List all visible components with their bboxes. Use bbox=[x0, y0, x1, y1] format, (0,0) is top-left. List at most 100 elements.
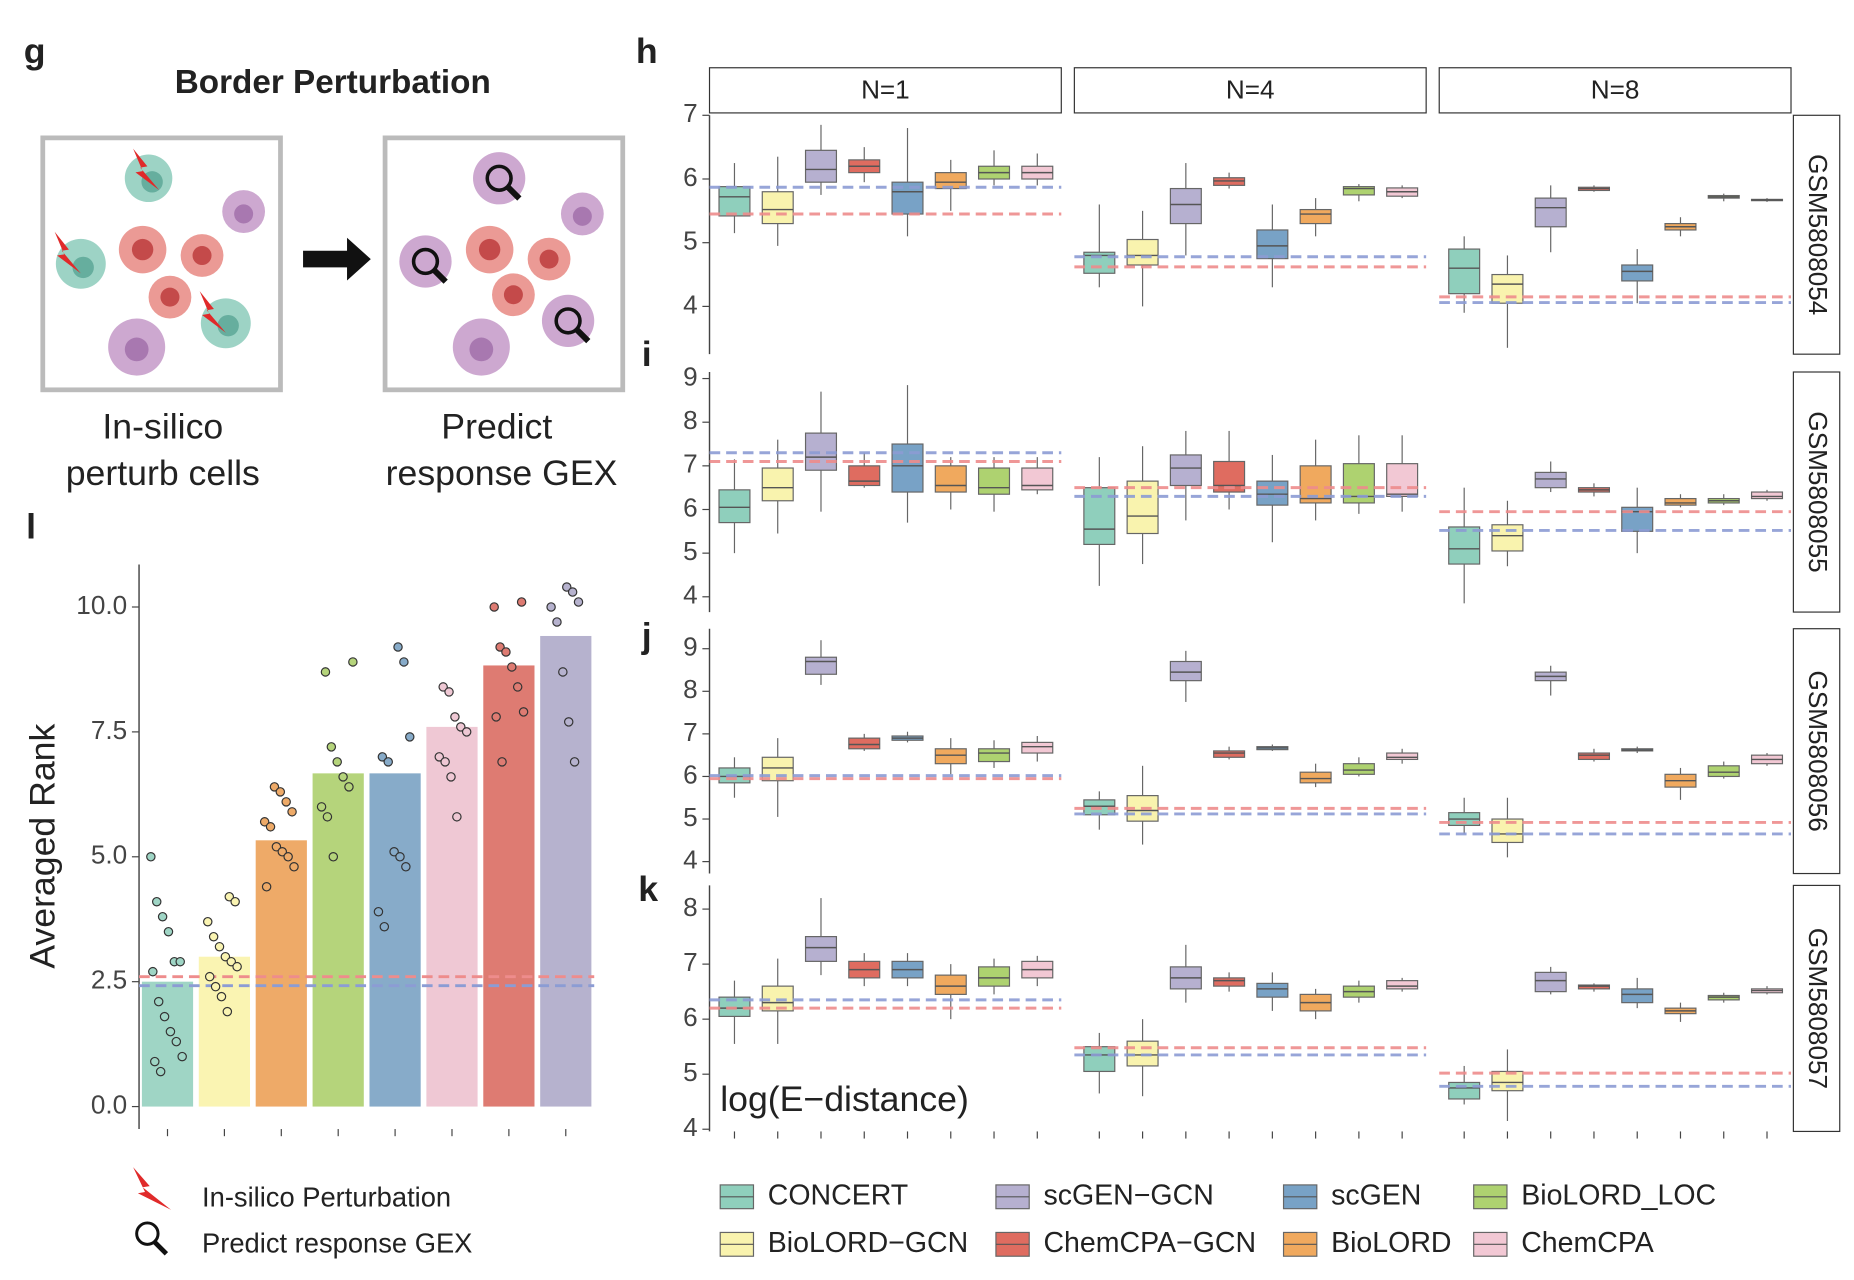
point bbox=[401, 862, 411, 872]
panel-label: k bbox=[638, 869, 658, 909]
legend-label: ChemCPA−GCN bbox=[1043, 1227, 1256, 1259]
point bbox=[434, 752, 445, 762]
row-label: GSM5808057 bbox=[1803, 928, 1833, 1089]
point bbox=[389, 847, 399, 857]
point bbox=[516, 597, 527, 607]
y-tick-label: 7 bbox=[683, 98, 698, 128]
point bbox=[177, 1051, 187, 1062]
point bbox=[232, 961, 242, 972]
box bbox=[1448, 526, 1481, 565]
point bbox=[328, 852, 339, 862]
box bbox=[1534, 971, 1567, 993]
point bbox=[157, 911, 168, 922]
box bbox=[1577, 752, 1611, 761]
point bbox=[405, 732, 415, 742]
point bbox=[210, 981, 221, 992]
point bbox=[399, 657, 409, 667]
box bbox=[1342, 186, 1375, 196]
point bbox=[203, 916, 213, 927]
y-tick-label: 5.0 bbox=[91, 840, 127, 870]
cell-box bbox=[40, 135, 283, 393]
y-tick-label: 6 bbox=[683, 759, 698, 789]
box bbox=[1299, 208, 1332, 225]
box bbox=[1256, 982, 1289, 998]
caption: perturb cells bbox=[66, 453, 260, 493]
box bbox=[1169, 660, 1202, 682]
point bbox=[271, 842, 282, 852]
y-tick-label: 4 bbox=[683, 580, 698, 610]
row-label: GSM5808056 bbox=[1803, 671, 1833, 832]
point bbox=[518, 707, 529, 717]
box bbox=[1126, 238, 1159, 266]
y-tick-label: 4 bbox=[683, 289, 698, 319]
box bbox=[1534, 197, 1567, 228]
point bbox=[220, 951, 231, 962]
panel-label: j bbox=[641, 616, 652, 656]
box bbox=[1386, 980, 1419, 990]
box bbox=[1534, 471, 1567, 489]
box bbox=[1621, 264, 1654, 282]
diagram-title: Border Perturbation bbox=[175, 64, 491, 101]
bar bbox=[312, 773, 364, 1107]
box bbox=[1386, 463, 1419, 497]
point bbox=[440, 757, 450, 767]
box bbox=[1299, 771, 1332, 784]
legend-icon bbox=[135, 1221, 169, 1256]
point bbox=[150, 1056, 160, 1067]
point bbox=[444, 687, 454, 697]
point bbox=[546, 602, 556, 612]
point bbox=[204, 971, 215, 982]
row-strip bbox=[1792, 371, 1841, 613]
point bbox=[573, 597, 584, 607]
point bbox=[456, 722, 466, 732]
legend-label: ChemCPA bbox=[1521, 1227, 1654, 1259]
point bbox=[216, 991, 227, 1002]
row-strip bbox=[1792, 628, 1841, 875]
point bbox=[461, 727, 472, 737]
box bbox=[1126, 480, 1159, 535]
point bbox=[261, 882, 272, 892]
box bbox=[1256, 480, 1289, 506]
legend-label: CONCERT bbox=[768, 1179, 908, 1211]
box bbox=[804, 936, 838, 962]
y-tick-label: 9 bbox=[683, 361, 698, 391]
point bbox=[163, 926, 174, 937]
y-tick-label: 5 bbox=[683, 226, 698, 256]
point bbox=[269, 782, 280, 792]
panel-label: l bbox=[26, 506, 36, 546]
box bbox=[1021, 741, 1054, 754]
box bbox=[1169, 187, 1202, 225]
y-tick-label: 9 bbox=[683, 632, 698, 662]
box bbox=[1621, 988, 1654, 1004]
box bbox=[1491, 273, 1524, 304]
legend-label: BioLORD−GCN bbox=[768, 1227, 968, 1259]
box bbox=[934, 974, 967, 995]
point bbox=[222, 1006, 233, 1017]
box bbox=[1707, 765, 1740, 778]
point bbox=[562, 582, 572, 592]
y-tick-label: 7 bbox=[683, 449, 698, 479]
y-tick-label: 5 bbox=[683, 802, 698, 832]
point bbox=[393, 642, 403, 652]
box bbox=[1256, 229, 1289, 260]
legend-text: Predict response GEX bbox=[202, 1228, 472, 1259]
bar bbox=[426, 726, 478, 1107]
caption: In-silico bbox=[102, 406, 223, 446]
box bbox=[718, 186, 751, 217]
box bbox=[1083, 1046, 1116, 1073]
point bbox=[226, 956, 237, 967]
point bbox=[507, 662, 517, 672]
point bbox=[395, 852, 405, 862]
diagram bbox=[40, 135, 626, 1256]
point bbox=[383, 757, 393, 767]
box bbox=[848, 465, 881, 487]
y-tick-label: 10.0 bbox=[76, 590, 127, 620]
point bbox=[450, 712, 460, 722]
y-tick-label: 8 bbox=[683, 892, 698, 922]
arrow bbox=[303, 237, 371, 281]
y-tick-label: 6 bbox=[683, 492, 698, 522]
y-tick-label: 7.5 bbox=[91, 715, 127, 745]
box bbox=[977, 467, 1011, 495]
y-tick-label: 0.0 bbox=[91, 1089, 127, 1119]
caption: response GEX bbox=[386, 453, 618, 493]
